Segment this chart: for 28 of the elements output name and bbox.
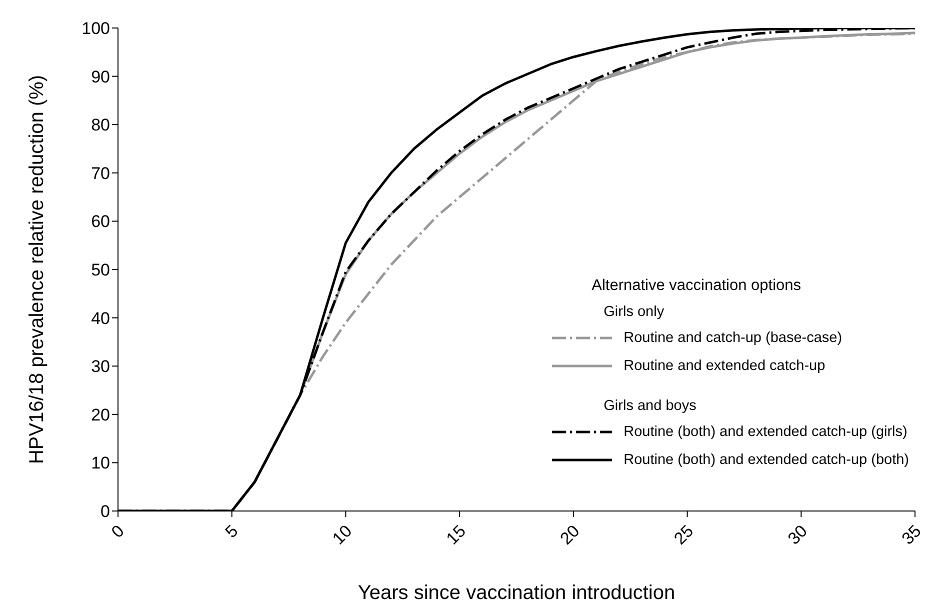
annotation: Girls only (602, 303, 666, 322)
y-tick-label: 60 (91, 212, 110, 232)
y-tick-label: 10 (91, 454, 110, 473)
x-tick-label: 30 (784, 521, 812, 548)
y-tick-label: 80 (91, 116, 110, 135)
x-tick-label: 15 (442, 521, 470, 548)
x-axis-title: Years since vaccination introduction (358, 582, 676, 604)
y-tick-label: 20 (91, 405, 110, 424)
annotation: Girls and boys (602, 397, 698, 416)
y-tick-label: 90 (91, 67, 110, 86)
x-tick-label: 35 (898, 521, 925, 548)
x-tick-label: 10 (328, 521, 356, 548)
legend-label: Routine and catch-up (base-case) (624, 329, 842, 348)
x-tick-label: 20 (556, 521, 584, 548)
y-tick-label: 30 (91, 357, 110, 376)
legend-title: Alternative vaccination options (590, 276, 802, 296)
y-tick-label: 50 (91, 260, 110, 280)
legend-label: Routine (both) and extended catch-up (girls) (624, 423, 908, 442)
y-tick-label: 70 (91, 164, 110, 183)
y-tick-label: 100 (82, 19, 110, 38)
legend-label: Routine (both) and extended catch-up (both) (624, 451, 909, 470)
x-tick-label: 0 (108, 521, 128, 542)
y-axis-title: HPV16/18 prevalence relative reduction (%) (26, 74, 48, 464)
y-tick-label: 0 (100, 502, 110, 522)
y-tick-label: 40 (91, 308, 110, 328)
x-tick-label: 5 (222, 521, 242, 542)
x-tick-label: 25 (670, 521, 698, 548)
legend-label: Routine and extended catch-up (624, 357, 826, 376)
